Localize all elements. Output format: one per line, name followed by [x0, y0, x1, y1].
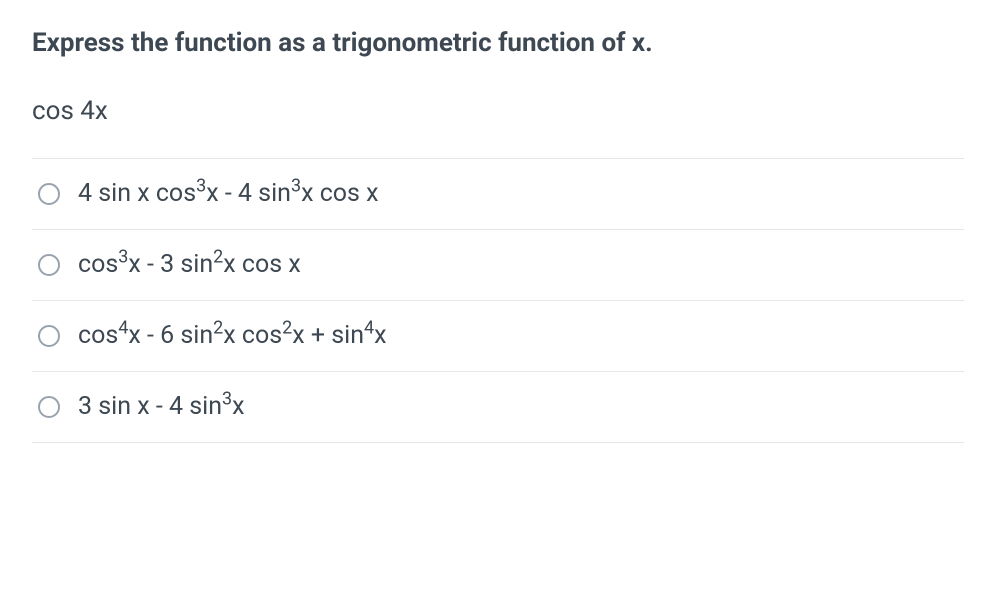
- question-expression: cos 4x: [32, 96, 964, 126]
- radio-icon[interactable]: [38, 325, 60, 347]
- option-row[interactable]: cos4x - 6 sin2x cos2x + sin4x: [32, 301, 964, 372]
- option-label: cos4x - 6 sin2x cos2x + sin4x: [78, 321, 387, 351]
- option-row[interactable]: 4 sin x cos3x - 4 sin3x cos x: [32, 159, 964, 230]
- radio-icon[interactable]: [38, 254, 60, 276]
- radio-icon[interactable]: [38, 396, 60, 418]
- option-label: cos3x - 3 sin2x cos x: [78, 250, 301, 280]
- option-row[interactable]: 3 sin x - 4 sin3x: [32, 372, 964, 443]
- option-label: 4 sin x cos3x - 4 sin3x cos x: [78, 179, 379, 209]
- radio-icon[interactable]: [38, 183, 60, 205]
- option-row[interactable]: cos3x - 3 sin2x cos x: [32, 230, 964, 301]
- options-list: 4 sin x cos3x - 4 sin3x cos x cos3x - 3 …: [32, 158, 964, 443]
- option-label: 3 sin x - 4 sin3x: [78, 392, 245, 422]
- question-title: Express the function as a trigonometric …: [32, 28, 964, 58]
